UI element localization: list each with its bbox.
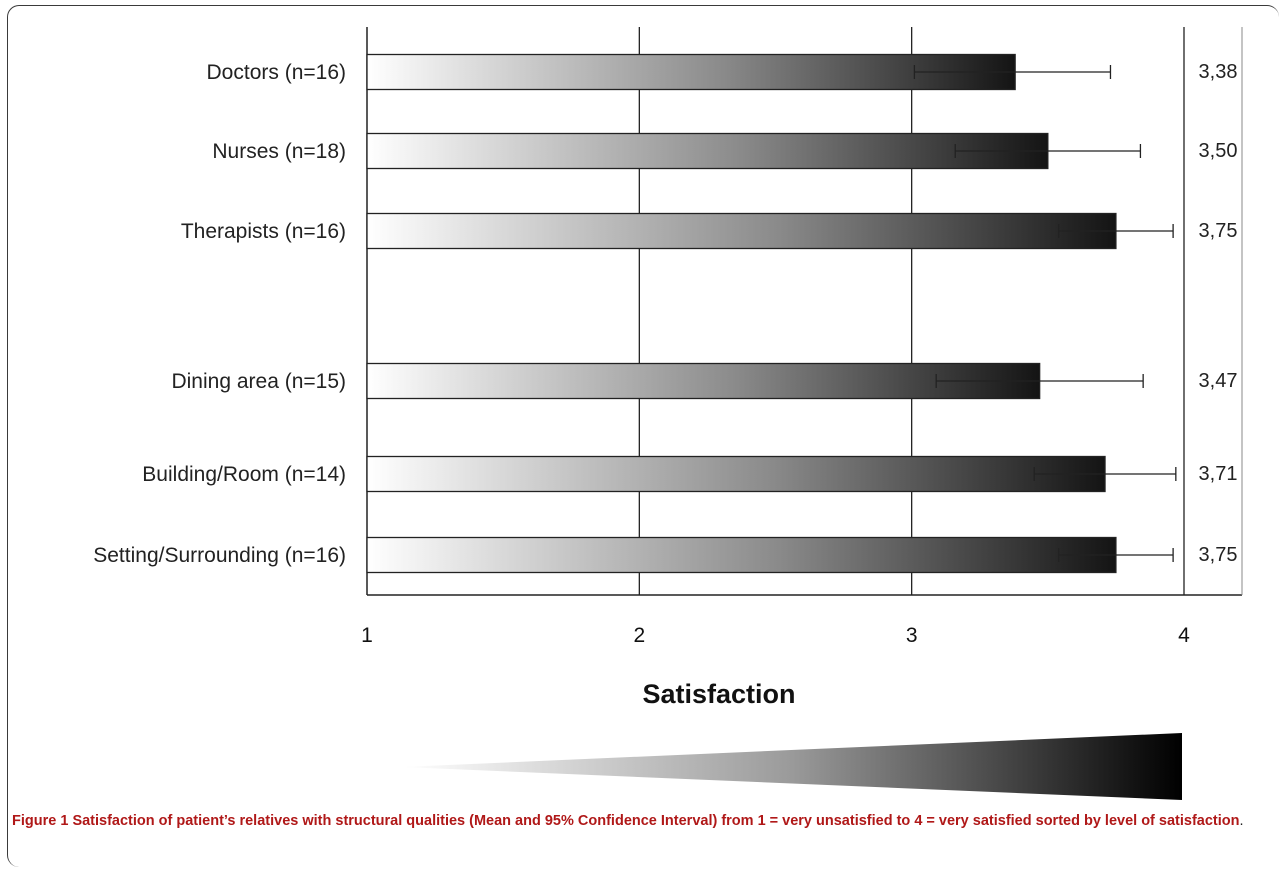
category-label: Building/Room (n=14): [142, 463, 346, 486]
satisfaction-bar-chart: 1 2 3 4 Doctors (n=16) 3,38 Nurses (n=18) 3,50 T…: [93, 27, 1243, 800]
x-tick-label: 3: [906, 624, 918, 647]
category-label: Nurses (n=18): [212, 140, 346, 163]
bar: [366, 362, 1041, 400]
figure-caption: Figure 1 Satisfaction of patient’s relat…: [12, 811, 1274, 832]
bar: [366, 536, 1117, 574]
value-label: 3,47: [1199, 370, 1238, 392]
value-label: 3,75: [1199, 220, 1238, 242]
figure-caption-end: .: [1239, 813, 1244, 829]
category-label: Doctors (n=16): [207, 61, 346, 84]
x-axis-title: Satisfaction: [642, 679, 795, 709]
x-tick-label: 2: [633, 624, 645, 647]
value-label: 3,50: [1199, 140, 1238, 162]
bar: [366, 212, 1117, 250]
value-label: 3,71: [1199, 463, 1238, 485]
labels-layer: 1 2 3 4 Doctors (n=16) 3,38 Nurses (n=18) 3,50 T…: [93, 61, 1237, 647]
satisfaction-gradient-wedge: [402, 733, 1182, 800]
grid-layer: [366, 27, 1243, 596]
value-label: 3,75: [1199, 544, 1238, 566]
bar: [366, 132, 1049, 170]
category-label: Therapists (n=16): [181, 220, 346, 243]
value-label: 3,38: [1199, 61, 1238, 83]
bar: [366, 455, 1106, 493]
figure-caption-text: Satisfaction of patient’s relatives with…: [72, 813, 1240, 829]
bars-layer: [366, 53, 1177, 574]
figure-caption-label: Figure 1: [12, 813, 69, 829]
x-tick-label: 1: [361, 624, 373, 647]
bar: [366, 53, 1016, 91]
x-tick-label: 4: [1178, 624, 1190, 647]
category-label: Dining area (n=15): [171, 370, 346, 393]
category-label: Setting/Surrounding (n=16): [93, 544, 346, 567]
